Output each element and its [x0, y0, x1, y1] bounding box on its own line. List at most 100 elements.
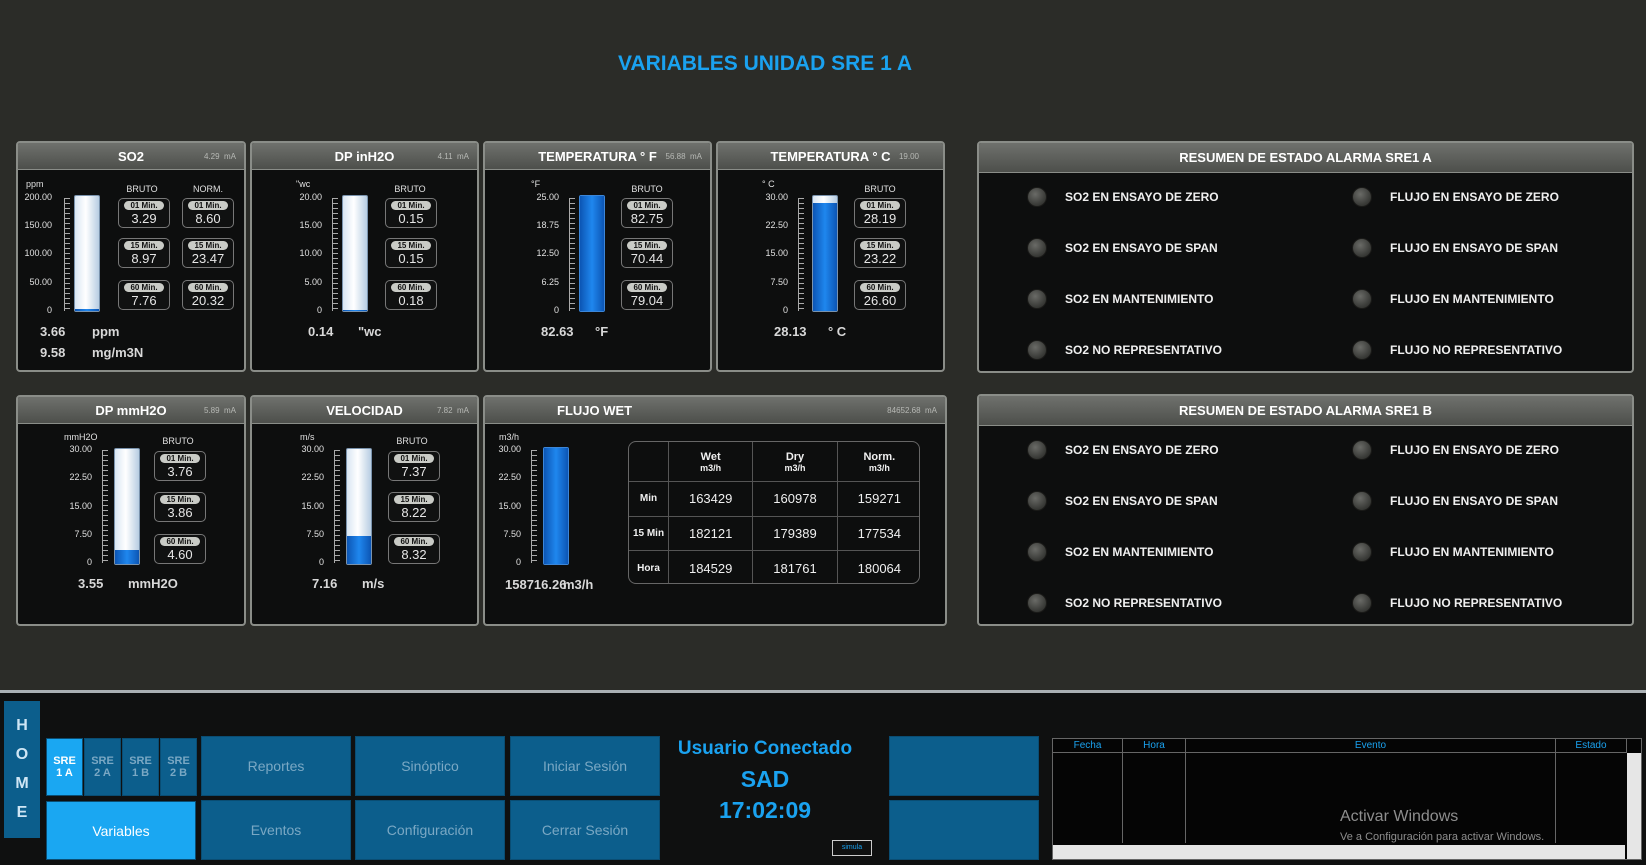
temp-f-tick: 25.00: [536, 192, 559, 202]
dp-inh2o-tick: 0: [316, 305, 322, 315]
unit-sre-1a-button[interactable]: SRE 1 A: [46, 738, 83, 796]
sinoptico-button[interactable]: Sinóptico: [355, 736, 505, 796]
unit-sre-2a-button[interactable]: SRE 2 A: [84, 738, 121, 796]
so2-bruto-15min: 15 Min. 8.97: [118, 238, 170, 268]
velocidad-tick: 30.00: [301, 444, 324, 454]
alarm-flujo-norep: FLUJO NO REPRESENTATIVO: [1352, 340, 1562, 360]
velocidad-header: VELOCIDAD 7.82 mA: [252, 397, 477, 424]
table-cell: 180064: [836, 550, 919, 583]
event-log-grid[interactable]: Fecha Hora Evento Estado: [1052, 738, 1642, 860]
variables-button[interactable]: Variables: [46, 801, 196, 860]
flujo-tick: 0: [515, 557, 521, 567]
dp-mmh2o-tick: 7.50: [74, 529, 92, 539]
dp-inh2o-ruler: [332, 198, 340, 311]
iniciar-sesion-button[interactable]: Iniciar Sesión: [510, 736, 660, 796]
dp-mmh2o-ma-unit: mA: [224, 406, 236, 415]
velocidad-bruto-15min: 15 Min. 8.22: [388, 492, 440, 522]
temp-c-reading-unit: ° C: [828, 324, 847, 339]
event-vertical-scrollbar[interactable]: [1627, 753, 1641, 859]
velocidad-bruto-60min: 60 Min. 8.32: [388, 534, 440, 564]
configuracion-button[interactable]: Configuración: [355, 800, 505, 860]
temp-f-tick: 6.25: [541, 277, 559, 287]
eventos-button[interactable]: Eventos: [201, 800, 351, 860]
status-led-icon: [1027, 238, 1047, 258]
velocidad-panel: VELOCIDAD 7.82 mA m/s 30.00 22.50 15.00 …: [250, 395, 479, 626]
so2-bruto-1min: 01 Min. 3.29: [118, 198, 170, 228]
temp-c-panel: TEMPERATURA ° C 19.00 ° C 30.00 22.50 15…: [716, 141, 945, 372]
flujo-wet-header: FLUJO WET 84652.68 mA: [485, 397, 945, 424]
unit-sre-1b-button[interactable]: SRE 1 B: [122, 738, 159, 796]
so2-reading-ppm: 3.66: [40, 324, 66, 339]
temp-f-ruler: [569, 198, 577, 311]
col-evento: Evento: [1186, 739, 1556, 753]
alarm-a-header: RESUMEN DE ESTADO ALARMA SRE1 A: [979, 143, 1632, 173]
dp-inh2o-tick: 10.00: [299, 248, 322, 258]
cerrar-sesion-button[interactable]: Cerrar Sesión: [510, 800, 660, 860]
unit-sre-2b-button[interactable]: SRE 2 B: [160, 738, 197, 796]
flujo-tick: 7.50: [503, 529, 521, 539]
event-horizontal-scrollbar[interactable]: [1053, 845, 1625, 859]
flujo-ruler: [531, 450, 539, 563]
status-led-icon: [1352, 593, 1372, 613]
temp-f-ma-value: 56.88: [665, 152, 686, 161]
status-led-icon: [1352, 440, 1372, 460]
alarm-flujo-span: FLUJO EN ENSAYO DE SPAN: [1352, 491, 1558, 511]
alarm-so2-norep: SO2 NO REPRESENTATIVO: [1027, 340, 1222, 360]
dp-mmh2o-tick: 22.50: [69, 472, 92, 482]
temp-c-reading: 28.13: [774, 324, 807, 339]
status-led-icon: [1027, 440, 1047, 460]
simula-toggle[interactable]: simula: [832, 840, 872, 856]
home-button[interactable]: H O M E: [4, 701, 40, 838]
velocidad-reading: 7.16: [312, 576, 338, 591]
so2-scale-unit: ppm: [26, 179, 44, 189]
dp-mmh2o-reading: 3.55: [78, 576, 104, 591]
alarm-so2-norep: SO2 NO REPRESENTATIVO: [1027, 593, 1222, 613]
dp-mmh2o-ruler: [102, 450, 110, 563]
table-row: Min 163429 160978 159271: [629, 481, 919, 517]
temp-c-bruto-15min: 15 Min. 23.22: [854, 238, 906, 268]
so2-level-bar: [74, 195, 100, 312]
temp-f-tick: 12.50: [536, 248, 559, 258]
alarm-so2-span: SO2 EN ENSAYO DE SPAN: [1027, 491, 1218, 511]
clock-time: 17:02:09: [718, 797, 812, 823]
flujo-wet-panel: FLUJO WET 84652.68 mA m3/h 30.00 22.50 1…: [483, 395, 947, 626]
so2-reading-mg-unit: mg/m3N: [92, 345, 144, 360]
so2-header: SO2 4.29 mA: [18, 143, 244, 170]
alarm-summary-a: RESUMEN DE ESTADO ALARMA SRE1 A SO2 EN E…: [977, 141, 1634, 373]
flujo-reading-unit: m3/h: [563, 577, 594, 592]
so2-tick: 100.00: [24, 248, 52, 258]
so2-norm-60min: 60 Min. 20.32: [182, 280, 234, 310]
dp-inh2o-tick: 15.00: [299, 220, 322, 230]
status-led-icon: [1027, 340, 1047, 360]
temp-f-tick: 18.75: [536, 220, 559, 230]
activation-watermark-subtitle: Ve a Configuración para activar Windows.: [1340, 831, 1545, 843]
table-cell: 182121: [667, 515, 754, 552]
status-led-icon: [1352, 491, 1372, 511]
alarm-so2-mant: SO2 EN MANTENIMIENTO: [1027, 542, 1213, 562]
blank-button-bottom[interactable]: [889, 800, 1039, 860]
temp-c-tick: 0: [782, 305, 788, 315]
temp-c-tick: 7.50: [770, 277, 788, 287]
dp-mmh2o-header: DP mmH2O 5.89 mA: [18, 397, 244, 424]
alarm-flujo-mant: FLUJO EN MANTENIMIENTO: [1352, 542, 1554, 562]
so2-norm-label: NORM.: [193, 184, 223, 194]
dp-inh2o-bruto-60min: 60 Min. 0.18: [385, 280, 437, 310]
flujo-tick: 15.00: [498, 501, 521, 511]
temp-f-header: TEMPERATURA ° F 56.88 mA: [485, 143, 710, 170]
alarm-so2-zero: SO2 EN ENSAYO DE ZERO: [1027, 440, 1219, 460]
alarm-flujo-span: FLUJO EN ENSAYO DE SPAN: [1352, 238, 1558, 258]
so2-ma-value: 4.29: [203, 152, 220, 161]
so2-tick: 50.00: [29, 277, 52, 287]
velocidad-ruler: [334, 450, 342, 563]
status-led-icon: [1352, 340, 1372, 360]
table-cell: 181761: [752, 550, 838, 583]
blank-button-top[interactable]: [889, 736, 1039, 796]
so2-panel: SO2 4.29 mA ppm 200.00 150.00 100.00 50.…: [16, 141, 246, 372]
col-fecha: Fecha: [1053, 739, 1123, 753]
table-cell: 159271: [836, 481, 919, 517]
reportes-button[interactable]: Reportes: [201, 736, 351, 796]
dp-inh2o-tick: 20.00: [299, 192, 322, 202]
status-led-icon: [1027, 491, 1047, 511]
flujo-wet-ma-value: 84652.68: [887, 406, 921, 415]
so2-tick: 0: [46, 305, 52, 315]
